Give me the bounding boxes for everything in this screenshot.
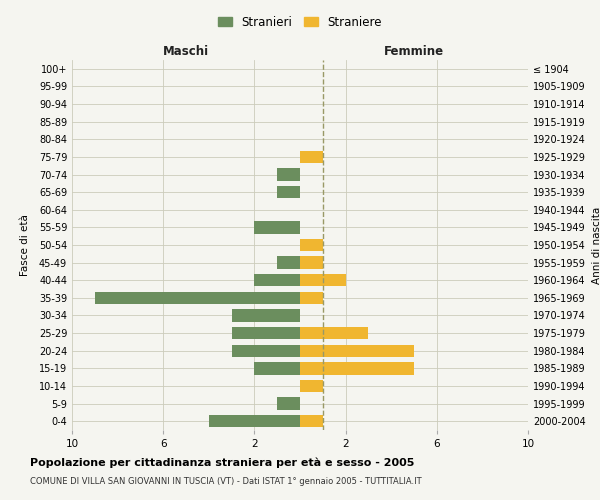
Legend: Stranieri, Straniere: Stranieri, Straniere (213, 11, 387, 34)
Bar (277, 186, 300, 198)
Bar (300, 415, 323, 428)
Text: Femmine: Femmine (384, 45, 444, 58)
Bar (254, 362, 300, 374)
Y-axis label: Fasce di età: Fasce di età (20, 214, 31, 276)
Bar (300, 256, 323, 269)
Bar (300, 362, 414, 374)
Bar (300, 380, 323, 392)
Bar (232, 310, 300, 322)
Bar (232, 344, 300, 357)
Bar (300, 239, 323, 251)
Text: Popolazione per cittadinanza straniera per età e sesso - 2005: Popolazione per cittadinanza straniera p… (30, 458, 415, 468)
Bar (300, 344, 414, 357)
Bar (254, 274, 300, 286)
Text: COMUNE DI VILLA SAN GIOVANNI IN TUSCIA (VT) - Dati ISTAT 1° gennaio 2005 - TUTTI: COMUNE DI VILLA SAN GIOVANNI IN TUSCIA (… (30, 478, 422, 486)
Bar (254, 221, 300, 234)
Bar (209, 415, 300, 428)
Bar (300, 274, 346, 286)
Text: Maschi: Maschi (163, 45, 209, 58)
Bar (277, 256, 300, 269)
Bar (300, 327, 368, 340)
Bar (95, 292, 300, 304)
Bar (300, 150, 323, 163)
Bar (277, 168, 300, 180)
Bar (300, 292, 323, 304)
Bar (232, 327, 300, 340)
Y-axis label: Anni di nascita: Anni di nascita (592, 206, 600, 284)
Bar (277, 398, 300, 409)
